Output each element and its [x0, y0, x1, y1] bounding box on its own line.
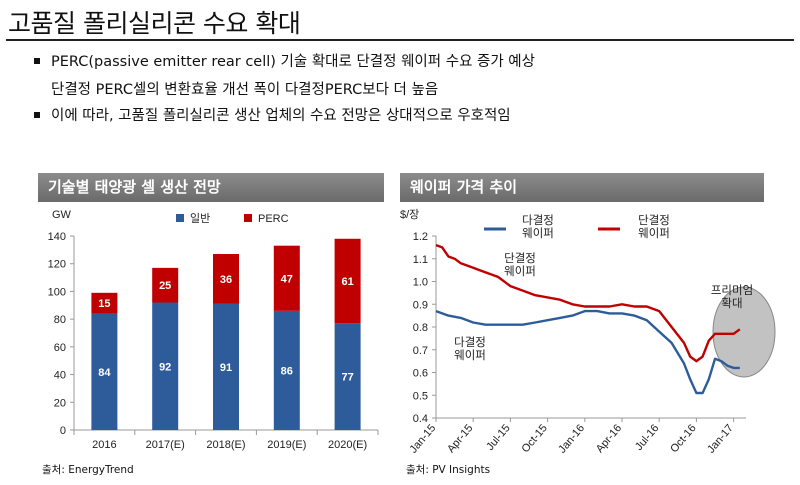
bar-data-label: 84: [98, 367, 111, 379]
x-tick-label: Jan-17: [705, 422, 736, 455]
legend-label-multi-line: 웨이퍼: [522, 227, 554, 240]
bar-data-label: 36: [220, 274, 232, 286]
y-tick-label: 0.9: [413, 299, 428, 311]
legend-swatch: [244, 214, 252, 222]
annotation-multi-wafer-line: 다결정: [454, 336, 486, 349]
bar-segment: [334, 323, 361, 430]
x-tick-label: Oct-15: [519, 422, 549, 455]
premium-highlight-ellipse: [712, 286, 776, 378]
y-tick-label: 120: [48, 259, 66, 271]
y-tick-label: 0: [60, 425, 66, 437]
legend-label-mono-line: 단결정: [638, 214, 670, 227]
right-panel-header: 웨이퍼 가격 추이: [400, 173, 764, 202]
bullet-2: 이에 따라, 고품질 폴리실리콘 생산 업체의 수요 전망은 상대적으로 우호적…: [34, 104, 511, 125]
production-bar-chart: GW 0 20 40 60 80 100 120 140 84 15 2016 92 25 2017(E) 9…: [48, 209, 379, 451]
bullet-square-icon: [34, 112, 40, 118]
bar-segment: [213, 254, 239, 304]
x-tick-label: Jul-16: [633, 422, 661, 453]
y-axis-unit: $/장: [400, 208, 419, 221]
bar-data-label: 92: [159, 361, 171, 373]
bar-segment: [273, 310, 300, 430]
y-tick-label: 0.7: [413, 345, 428, 357]
y-tick-label: 1.0: [413, 277, 428, 289]
x-tick-label: Apr-15: [445, 422, 475, 455]
page-title: 고품질 폴리실리콘 수요 확대: [8, 9, 301, 38]
y-tick-label: 140: [48, 231, 66, 243]
bar-data-label: 15: [98, 298, 110, 310]
left-source-note: 출처: EnergyTrend: [42, 464, 134, 476]
bar-segment: [152, 267, 179, 303]
bar-data-label: 77: [341, 372, 353, 384]
y-tick-label: 40: [54, 370, 66, 382]
x-tick-label: 2017(E): [146, 439, 185, 451]
x-tick-label: 2018(E): [206, 439, 245, 451]
legend-label-multi: 다결정 웨이퍼: [522, 214, 554, 240]
mono-wafer-line: [435, 243, 741, 363]
title-divider: [6, 39, 794, 41]
bar-data-label: 47: [281, 273, 293, 285]
annotation-mono-wafer-line: 웨이퍼: [504, 265, 536, 278]
legend-swatch: [176, 214, 184, 222]
bar-data-label: 25: [159, 280, 171, 292]
bullet-1-text: PERC(passive emitter rear cell) 기술 확대로 단…: [51, 54, 535, 70]
bar-segment: [334, 238, 361, 324]
annotation-premium: 프리미엄 확대: [711, 284, 753, 310]
bar-data-label: 86: [281, 365, 293, 377]
legend-label: PERC: [258, 213, 289, 225]
bullet-1-continuation: 단결정 PERC셀의 변환효율 개선 폭이 다결정PERC보다 더 높음: [51, 82, 439, 98]
legend-label-mono: 단결정 웨이퍼: [638, 214, 670, 240]
bar-segment: [213, 303, 239, 430]
bar-segment: [273, 245, 300, 311]
x-tick-label: Oct-16: [668, 422, 698, 455]
y-tick-label: 0.5: [413, 390, 428, 402]
x-tick-label: 2019(E): [267, 439, 306, 451]
y-tick-label: 80: [54, 314, 66, 326]
x-tick-label: Jan-16: [556, 422, 587, 455]
bar-data-label: 91: [220, 362, 232, 374]
annotation-mono-wafer-line: 단결정: [504, 252, 536, 265]
annotation-multi-wafer: 다결정 웨이퍼: [454, 336, 486, 362]
multi-wafer-line: [435, 309, 740, 395]
bullet-square-icon: [34, 58, 40, 64]
bullet-1: PERC(passive emitter rear cell) 기술 확대로 단…: [34, 50, 535, 71]
annotation-multi-wafer-line: 웨이퍼: [454, 349, 486, 362]
x-tick-label: 2020(E): [328, 439, 367, 451]
bar-segment: [91, 313, 118, 430]
x-tick-label: 2016: [92, 439, 116, 451]
legend-label: 일반: [190, 211, 210, 225]
y-tick-label: 20: [54, 397, 66, 409]
x-tick-label: Jul-15: [484, 422, 512, 453]
y-tick-label: 60: [54, 342, 66, 354]
y-tick-label: 0.6: [413, 368, 428, 380]
right-source-note: 출처: PV Insights: [406, 464, 491, 476]
annotation-premium-line: 프리미엄: [711, 284, 753, 297]
y-tick-label: 0.8: [413, 322, 428, 334]
bar-segment: [152, 302, 179, 430]
bar-segment: [91, 292, 118, 314]
y-axis-unit: GW: [52, 209, 72, 221]
x-tick-label: Jan-15: [407, 422, 438, 455]
legend-label-mono-line: 웨이퍼: [638, 227, 670, 240]
x-tick-label: Apr-16: [594, 422, 624, 455]
y-tick-label: 1.2: [413, 231, 428, 243]
left-panel-header: 기술별 태양광 셀 생산 전망: [38, 173, 384, 202]
annotation-premium-line: 확대: [721, 297, 742, 310]
y-tick-label: 0.4: [413, 413, 428, 425]
bullet-2-text: 이에 따라, 고품질 폴리실리콘 생산 업체의 수요 전망은 상대적으로 우호적…: [51, 108, 511, 124]
y-tick-label: 100: [48, 286, 66, 298]
annotation-mono-wafer: 단결정 웨이퍼: [504, 252, 536, 278]
bar-data-label: 61: [341, 276, 353, 288]
legend-label-multi-line: 다결정: [522, 214, 554, 227]
y-tick-label: 1.1: [413, 254, 428, 266]
